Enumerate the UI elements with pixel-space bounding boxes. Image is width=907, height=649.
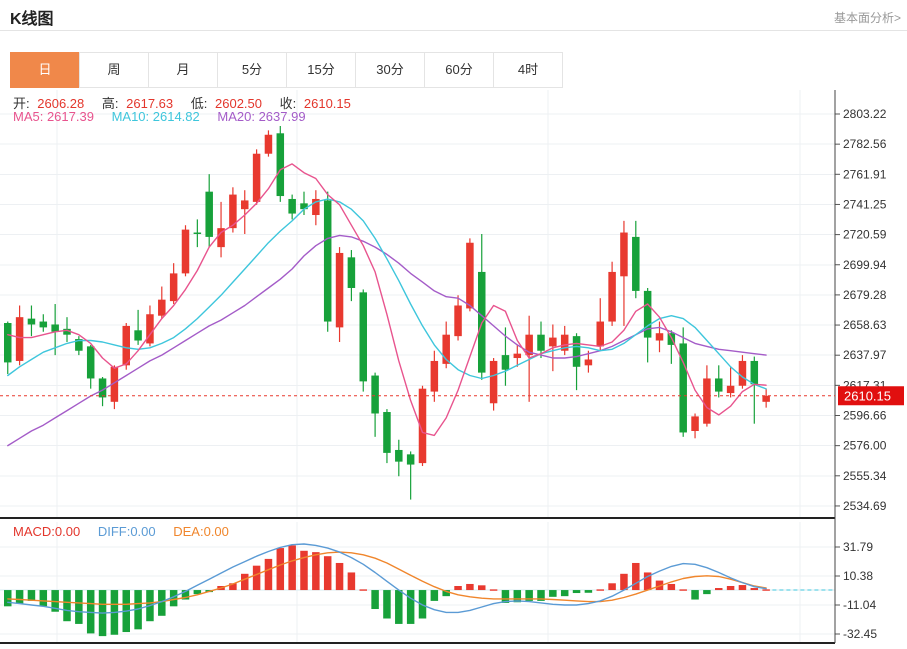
svg-text:2699.94: 2699.94 (843, 258, 887, 272)
fundamental-analysis-link[interactable]: 基本面分析> (833, 11, 901, 25)
svg-text:2610.15: 2610.15 (844, 388, 891, 403)
page-title: K线图 (10, 11, 54, 28)
period-tab-bar: 日周月 5分 15分 30分 60分 4时 (10, 52, 563, 88)
svg-text:-32.45: -32.45 (843, 627, 877, 641)
svg-text:2741.25: 2741.25 (843, 197, 887, 211)
svg-text:10.38: 10.38 (843, 569, 873, 583)
topbar: K线图 基本面分析> (0, 0, 907, 31)
svg-text:2637.97: 2637.97 (843, 348, 887, 362)
svg-text:2720.59: 2720.59 (843, 228, 887, 242)
svg-text:2782.56: 2782.56 (843, 137, 887, 151)
svg-text:2803.22: 2803.22 (843, 107, 887, 121)
svg-text:2596.66: 2596.66 (843, 409, 887, 423)
svg-text:2534.69: 2534.69 (843, 499, 887, 513)
tab-15min[interactable]: 15分 (286, 52, 356, 88)
kline-chart-area: 2803.22 2782.56 2761.91 2741.25 2720.59 2699.… (0, 88, 907, 649)
svg-text:2679.28: 2679.28 (843, 288, 887, 302)
svg-text:2576.00: 2576.00 (843, 439, 887, 453)
svg-text:2761.91: 2761.91 (843, 167, 887, 181)
tab-5min[interactable]: 5分 (217, 52, 287, 88)
tab-month[interactable]: 月 (148, 52, 218, 88)
tab-day[interactable]: 日 (10, 52, 80, 88)
kline-chart-canvas[interactable]: 2803.22 2782.56 2761.91 2741.25 2720.59 2699.… (0, 88, 907, 649)
tab-week[interactable]: 周 (79, 52, 149, 88)
tab-30min[interactable]: 30分 (355, 52, 425, 88)
tab-4hour[interactable]: 4时 (493, 52, 563, 88)
tab-60min[interactable]: 60分 (424, 52, 494, 88)
svg-text:31.79: 31.79 (843, 540, 873, 554)
svg-text:-11.04: -11.04 (843, 598, 876, 612)
svg-text:2658.63: 2658.63 (843, 318, 887, 332)
svg-text:2555.34: 2555.34 (843, 469, 887, 483)
